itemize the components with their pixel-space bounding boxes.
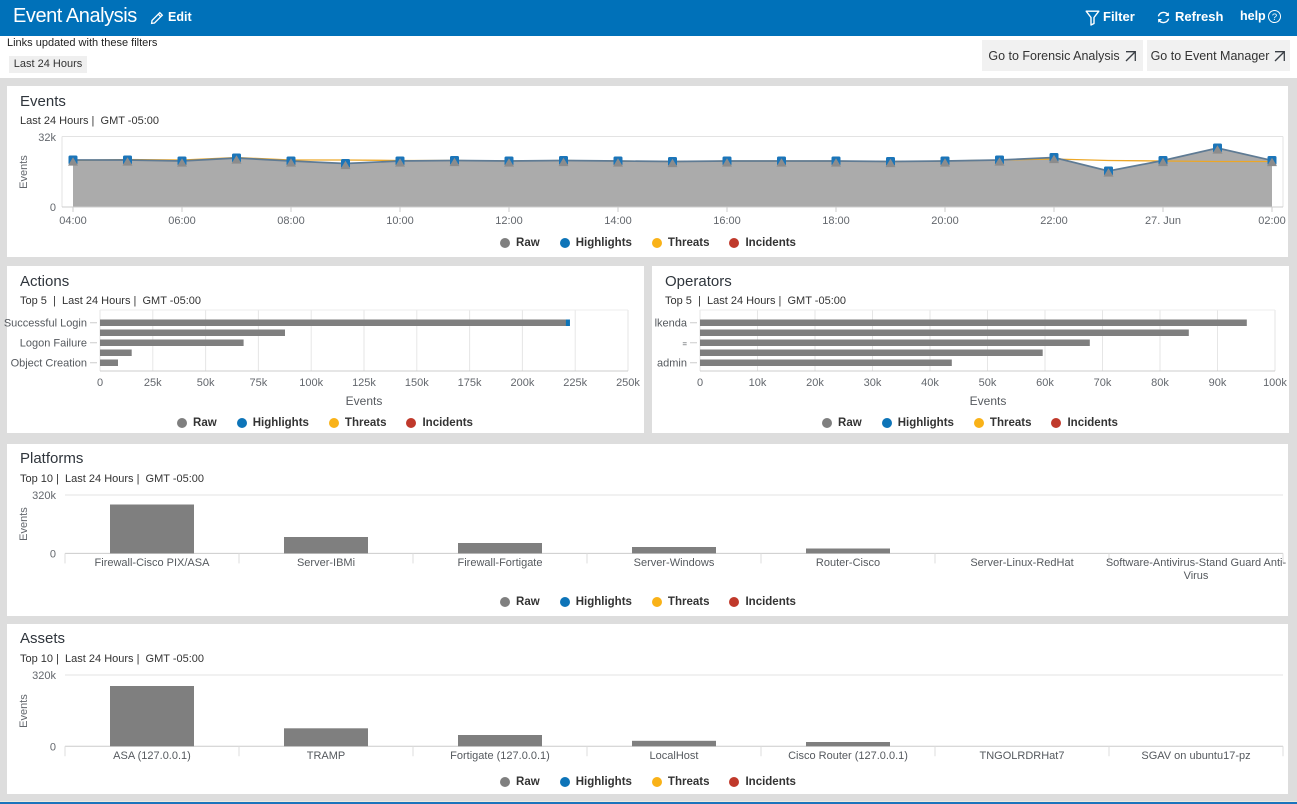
svg-text:Events: Events	[970, 394, 1007, 408]
svg-text:08:00: 08:00	[277, 215, 305, 227]
svg-text:Events: Events	[18, 155, 30, 189]
svg-text:30k: 30k	[864, 377, 882, 389]
svg-text:70k: 70k	[1094, 377, 1112, 389]
svg-text:Events: Events	[18, 507, 30, 541]
svg-text:10k: 10k	[749, 377, 767, 389]
svg-text:20k: 20k	[806, 377, 824, 389]
svg-text:12:00: 12:00	[495, 215, 523, 227]
svg-text:SGAV on ubuntu17-pz: SGAV on ubuntu17-pz	[1141, 750, 1250, 762]
svg-text:50k: 50k	[197, 377, 215, 389]
svg-text:0: 0	[50, 741, 56, 753]
svg-text:Events: Events	[346, 394, 383, 408]
svg-text:20:00: 20:00	[931, 215, 959, 227]
svg-text:Cisco Router (127.0.0.1): Cisco Router (127.0.0.1)	[788, 750, 908, 762]
svg-text:02:00: 02:00	[1258, 215, 1286, 227]
svg-text:0: 0	[97, 377, 103, 389]
svg-text:80k: 80k	[1151, 377, 1169, 389]
svg-text:22:00: 22:00	[1040, 215, 1068, 227]
svg-text:Virus: Virus	[1184, 570, 1209, 582]
svg-text:100k: 100k	[299, 377, 323, 389]
svg-text:Software-Antivirus-Stand Guard: Software-Antivirus-Stand Guard Anti-	[1106, 557, 1287, 569]
svg-text:18:00: 18:00	[822, 215, 850, 227]
svg-text:0: 0	[697, 377, 703, 389]
svg-text:Object Creation: Object Creation	[11, 357, 87, 369]
svg-text:LocalHost: LocalHost	[650, 750, 699, 762]
svg-text:ASA (127.0.0.1): ASA (127.0.0.1)	[113, 750, 191, 762]
svg-text:225k: 225k	[563, 377, 587, 389]
svg-text:lkenda: lkenda	[655, 317, 688, 329]
svg-text:25k: 25k	[144, 377, 162, 389]
svg-text:75k: 75k	[250, 377, 268, 389]
svg-text:Server-Linux-RedHat: Server-Linux-RedHat	[970, 557, 1073, 569]
svg-text:0: 0	[50, 548, 56, 560]
svg-text:90k: 90k	[1209, 377, 1227, 389]
svg-text:40k: 40k	[921, 377, 939, 389]
svg-text:16:00: 16:00	[713, 215, 741, 227]
svg-text:27. Jun: 27. Jun	[1145, 215, 1181, 227]
svg-text:Successful Login: Successful Login	[4, 317, 87, 329]
svg-text:Server-IBMi: Server-IBMi	[297, 557, 355, 569]
svg-text:32k: 32k	[38, 132, 56, 144]
svg-text:175k: 175k	[458, 377, 482, 389]
svg-text:0: 0	[50, 202, 56, 214]
svg-text:Fortigate (127.0.0.1): Fortigate (127.0.0.1)	[450, 750, 550, 762]
svg-text:TRAMP: TRAMP	[307, 750, 346, 762]
svg-text:250k: 250k	[616, 377, 640, 389]
svg-text:Firewall-Cisco PIX/ASA: Firewall-Cisco PIX/ASA	[95, 557, 211, 569]
svg-text:50k: 50k	[979, 377, 997, 389]
svg-text:200k: 200k	[510, 377, 534, 389]
svg-text:Router-Cisco: Router-Cisco	[816, 557, 880, 569]
svg-text:Events: Events	[18, 694, 30, 728]
svg-text:04:00: 04:00	[59, 215, 87, 227]
svg-text:60k: 60k	[1036, 377, 1054, 389]
svg-text:Server-Windows: Server-Windows	[634, 557, 715, 569]
svg-text:320k: 320k	[32, 490, 56, 502]
svg-text:320k: 320k	[32, 670, 56, 682]
svg-text:Logon Failure: Logon Failure	[20, 337, 87, 349]
svg-text:=: =	[682, 339, 687, 348]
svg-text:150k: 150k	[405, 377, 429, 389]
svg-text:14:00: 14:00	[604, 215, 632, 227]
svg-text:Firewall-Fortigate: Firewall-Fortigate	[458, 557, 543, 569]
svg-text:125k: 125k	[352, 377, 376, 389]
svg-text:10:00: 10:00	[386, 215, 414, 227]
svg-text:100k: 100k	[1263, 377, 1287, 389]
svg-text:TNGOLRDRHat7: TNGOLRDRHat7	[980, 750, 1065, 762]
svg-text:06:00: 06:00	[168, 215, 196, 227]
svg-text:admin: admin	[657, 357, 687, 369]
